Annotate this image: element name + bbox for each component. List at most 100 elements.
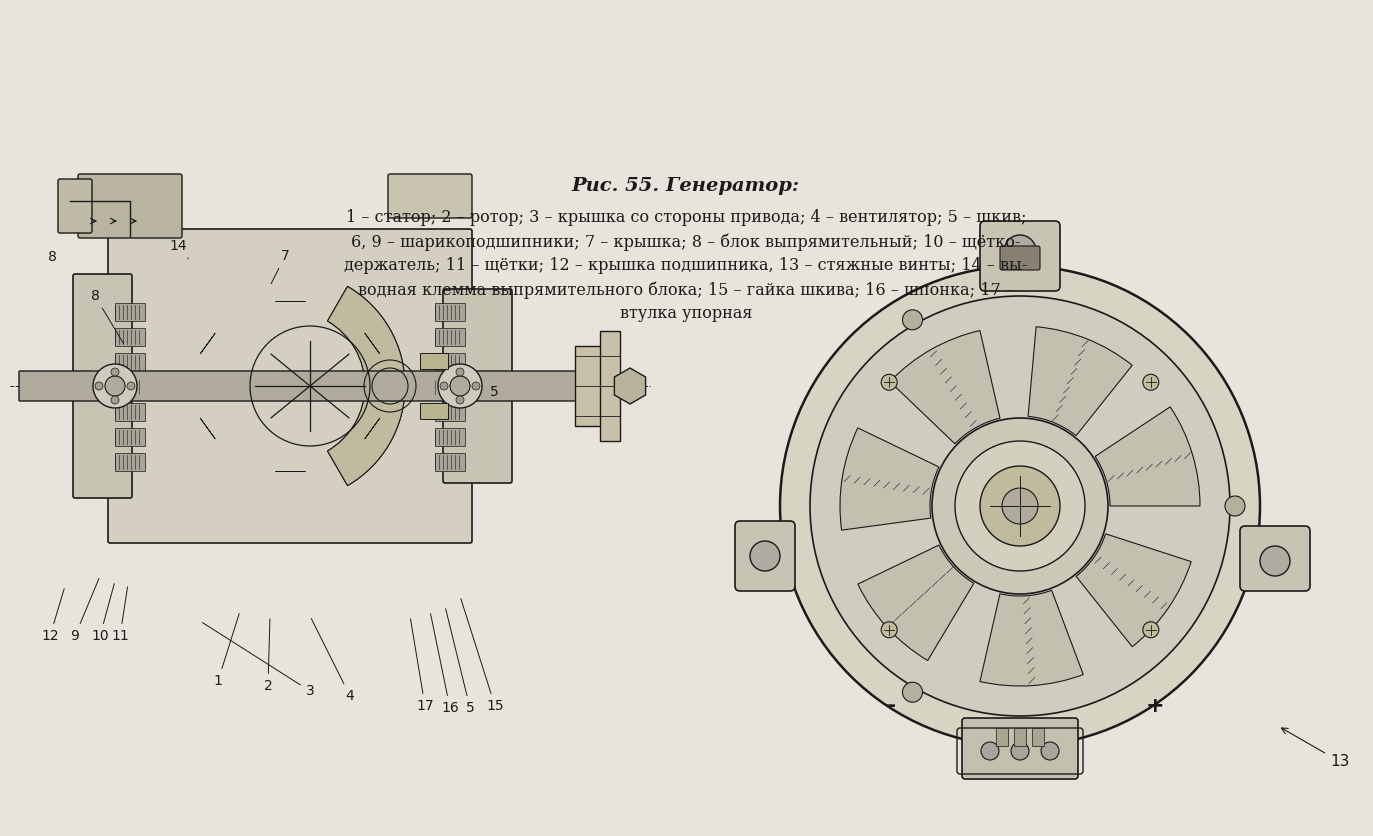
Text: 9: 9 — [70, 579, 99, 643]
Circle shape — [902, 682, 923, 702]
Circle shape — [980, 466, 1060, 546]
Text: 2: 2 — [264, 619, 272, 693]
FancyBboxPatch shape — [443, 289, 512, 483]
Circle shape — [456, 368, 464, 376]
Bar — [115, 428, 146, 446]
Circle shape — [456, 396, 464, 404]
Bar — [115, 353, 146, 371]
Wedge shape — [890, 330, 1000, 444]
Text: Рис. 55. Генератор:: Рис. 55. Генератор: — [573, 177, 800, 195]
Circle shape — [1225, 496, 1245, 516]
Circle shape — [1002, 488, 1038, 524]
FancyBboxPatch shape — [389, 174, 472, 218]
Text: 16: 16 — [431, 614, 459, 715]
Circle shape — [1260, 546, 1291, 576]
Bar — [435, 453, 465, 471]
Circle shape — [1142, 375, 1159, 390]
FancyBboxPatch shape — [735, 521, 795, 591]
FancyBboxPatch shape — [78, 174, 183, 238]
Text: 1: 1 — [214, 614, 239, 688]
Circle shape — [472, 382, 481, 390]
Circle shape — [956, 441, 1085, 571]
Bar — [420, 403, 448, 419]
Circle shape — [1142, 622, 1159, 638]
Wedge shape — [1076, 534, 1192, 647]
Text: 7: 7 — [272, 249, 290, 283]
Bar — [115, 403, 146, 421]
Bar — [1015, 728, 1026, 746]
Circle shape — [439, 382, 448, 390]
Bar — [1032, 728, 1043, 746]
Text: –: – — [884, 696, 895, 716]
Circle shape — [438, 364, 482, 408]
Text: 13: 13 — [1281, 728, 1350, 769]
Wedge shape — [328, 287, 405, 486]
FancyBboxPatch shape — [962, 718, 1078, 779]
Circle shape — [780, 266, 1260, 746]
Circle shape — [111, 396, 119, 404]
Polygon shape — [365, 418, 380, 439]
Polygon shape — [200, 333, 216, 354]
Text: 11: 11 — [111, 587, 129, 643]
Bar — [435, 353, 465, 371]
FancyBboxPatch shape — [73, 274, 132, 498]
Bar — [435, 328, 465, 346]
Text: 5: 5 — [490, 385, 498, 399]
Text: втулка упорная: втулка упорная — [619, 305, 752, 323]
FancyBboxPatch shape — [58, 179, 92, 233]
Bar — [115, 328, 146, 346]
Wedge shape — [980, 590, 1083, 686]
Circle shape — [750, 541, 780, 571]
Text: водная клемма выпрямительного блока; 15 – гайка шкива; 16 – шпонка; 17 –: водная клемма выпрямительного блока; 15 … — [358, 281, 1015, 298]
Circle shape — [810, 296, 1230, 716]
Bar — [115, 303, 146, 321]
Circle shape — [111, 368, 119, 376]
FancyBboxPatch shape — [1240, 526, 1310, 591]
Text: 3: 3 — [202, 623, 314, 698]
Circle shape — [1041, 742, 1059, 760]
Bar — [600, 331, 621, 441]
Wedge shape — [1096, 407, 1200, 506]
Text: 8: 8 — [91, 289, 124, 344]
FancyBboxPatch shape — [980, 221, 1060, 291]
Circle shape — [126, 382, 135, 390]
Bar — [435, 303, 465, 321]
Bar — [995, 728, 1008, 746]
Circle shape — [881, 375, 897, 390]
Text: 6, 9 – шарикоподшипники; 7 – крышка; 8 – блок выпрямительный; 10 – щётко-: 6, 9 – шарикоподшипники; 7 – крышка; 8 –… — [351, 233, 1020, 251]
FancyBboxPatch shape — [1000, 246, 1039, 270]
Text: 10: 10 — [91, 584, 114, 643]
Bar — [575, 346, 615, 426]
Bar — [435, 403, 465, 421]
Text: 8: 8 — [48, 250, 56, 264]
Bar — [115, 378, 146, 396]
Circle shape — [1011, 742, 1028, 760]
Wedge shape — [1028, 327, 1133, 436]
Text: 5: 5 — [446, 609, 475, 715]
Circle shape — [1004, 235, 1037, 267]
Circle shape — [932, 418, 1108, 594]
Circle shape — [450, 376, 470, 396]
Circle shape — [93, 364, 137, 408]
Text: 12: 12 — [41, 589, 65, 643]
Wedge shape — [840, 428, 939, 530]
Text: 17: 17 — [411, 619, 434, 713]
Bar — [435, 428, 465, 446]
FancyBboxPatch shape — [19, 371, 581, 401]
Wedge shape — [328, 287, 405, 486]
Circle shape — [104, 376, 125, 396]
Text: 1 – статор; 2 – ротор; 3 – крышка со стороны привода; 4 – вентилятор; 5 – шкив;: 1 – статор; 2 – ротор; 3 – крышка со сто… — [346, 210, 1026, 227]
FancyBboxPatch shape — [108, 229, 472, 543]
Polygon shape — [200, 418, 216, 439]
Text: держатель; 11 – щётки; 12 – крышка подшипника, 13 – стяжные винты; 14 – вы-: держатель; 11 – щётки; 12 – крышка подши… — [345, 257, 1027, 274]
Circle shape — [902, 310, 923, 330]
Text: +: + — [1145, 696, 1164, 716]
Text: 4: 4 — [312, 619, 354, 703]
Wedge shape — [858, 545, 973, 660]
Bar — [435, 378, 465, 396]
Text: 14: 14 — [169, 239, 188, 259]
Text: 15: 15 — [461, 599, 504, 713]
Circle shape — [980, 742, 1000, 760]
Circle shape — [95, 382, 103, 390]
Bar — [115, 453, 146, 471]
